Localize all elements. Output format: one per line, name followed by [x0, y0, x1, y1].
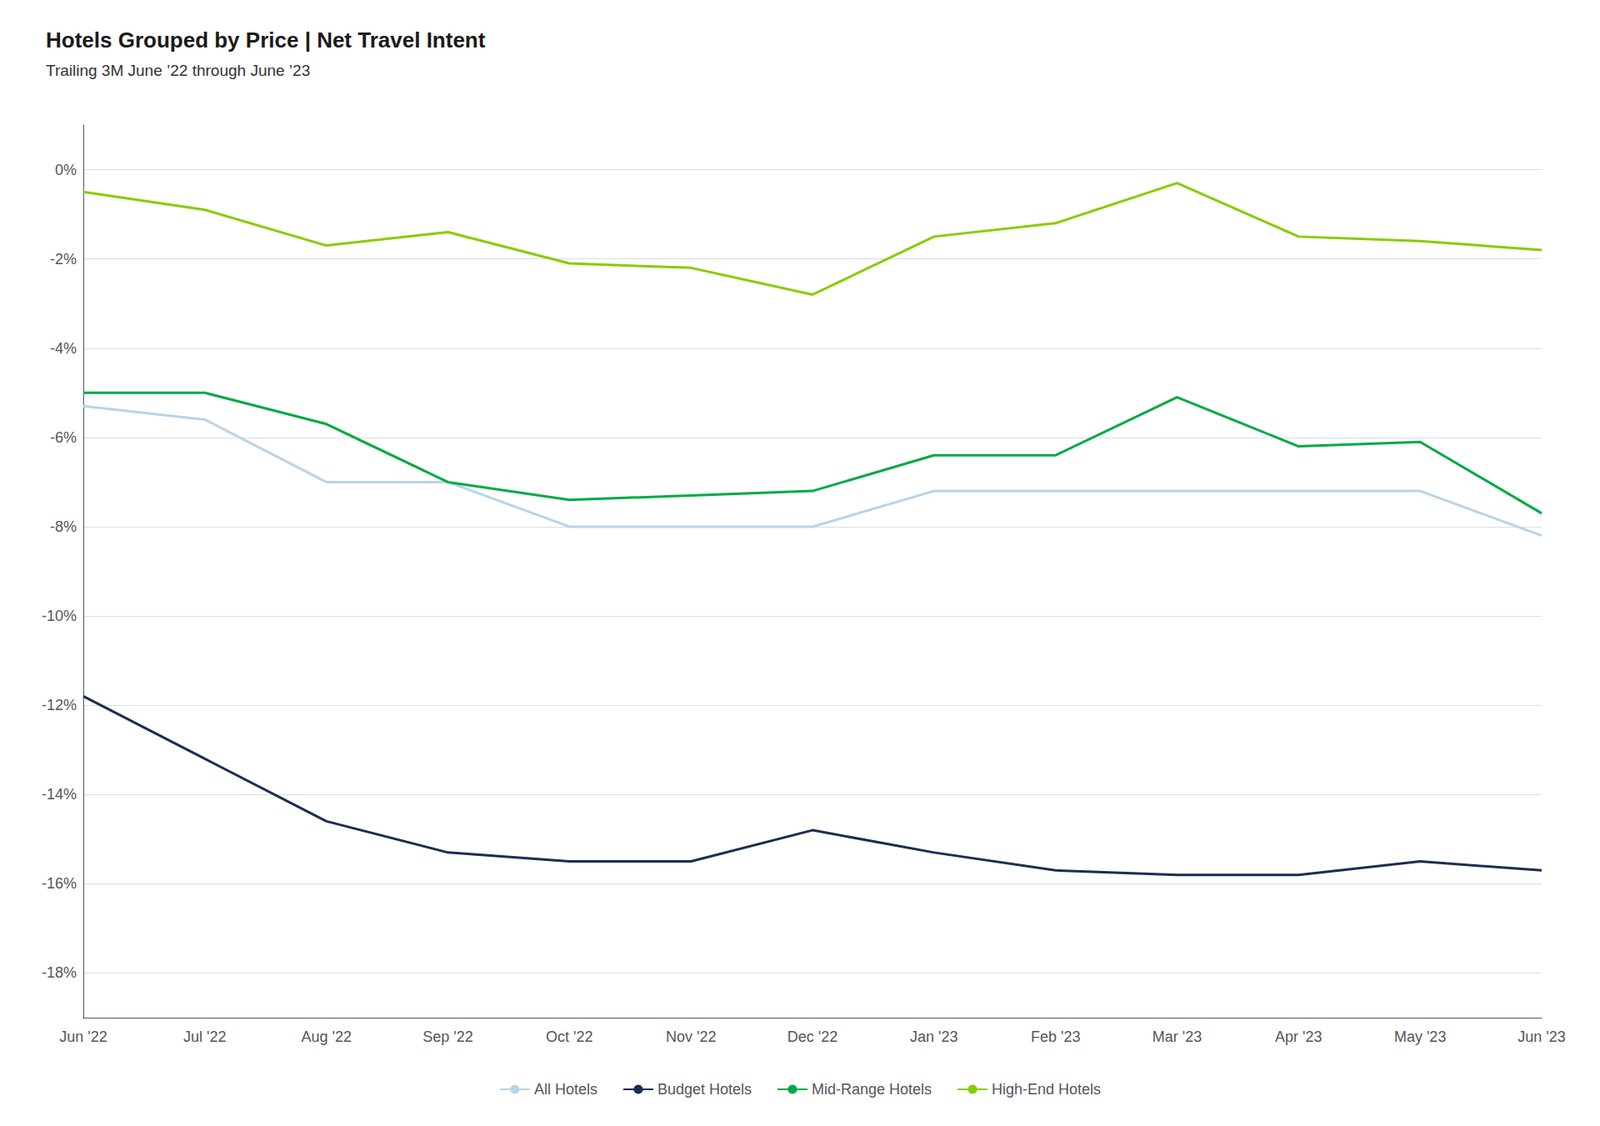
svg-text:Oct '22: Oct '22 [545, 1028, 593, 1045]
svg-text:-8%: -8% [50, 518, 77, 535]
svg-text:-6%: -6% [50, 429, 77, 446]
svg-text:-10%: -10% [41, 607, 77, 625]
svg-text:Mar '23: Mar '23 [1152, 1028, 1202, 1045]
svg-text:-16%: -16% [41, 875, 77, 892]
svg-text:-12%: -12% [41, 696, 77, 714]
svg-text:Hotels Grouped by Price | Net: Hotels Grouped by Price | Net Travel Int… [45, 27, 486, 53]
svg-text:Feb '23: Feb '23 [1030, 1028, 1080, 1045]
svg-text:Jan '23: Jan '23 [910, 1028, 958, 1045]
svg-text:-4%: -4% [50, 340, 77, 357]
svg-text:Jul '22: Jul '22 [183, 1028, 226, 1045]
svg-text:-2%: -2% [50, 250, 77, 268]
svg-text:Apr '23: Apr '23 [1275, 1028, 1322, 1045]
svg-text:Jun '22: Jun '22 [59, 1028, 107, 1045]
svg-text:Budget Hotels: Budget Hotels [657, 1080, 752, 1098]
svg-text:Mid-Range Hotels: Mid-Range Hotels [811, 1080, 932, 1098]
svg-text:May '23: May '23 [1394, 1028, 1446, 1045]
svg-text:Dec '22: Dec '22 [787, 1028, 838, 1045]
svg-text:Sep '22: Sep '22 [422, 1028, 474, 1045]
svg-text:All Hotels: All Hotels [534, 1080, 598, 1098]
svg-text:Jun '23: Jun '23 [1517, 1028, 1565, 1045]
svg-text:-14%: -14% [41, 785, 77, 803]
svg-text:-18%: -18% [41, 964, 77, 981]
svg-text:0%: 0% [55, 161, 77, 179]
svg-text:High-End Hotels: High-End Hotels [991, 1080, 1101, 1098]
svg-text:Aug '22: Aug '22 [300, 1028, 352, 1045]
svg-text:Nov '22: Nov '22 [665, 1028, 716, 1045]
svg-text:Trailing 3M June ’22 through J: Trailing 3M June ’22 through June ’23 [45, 61, 310, 80]
